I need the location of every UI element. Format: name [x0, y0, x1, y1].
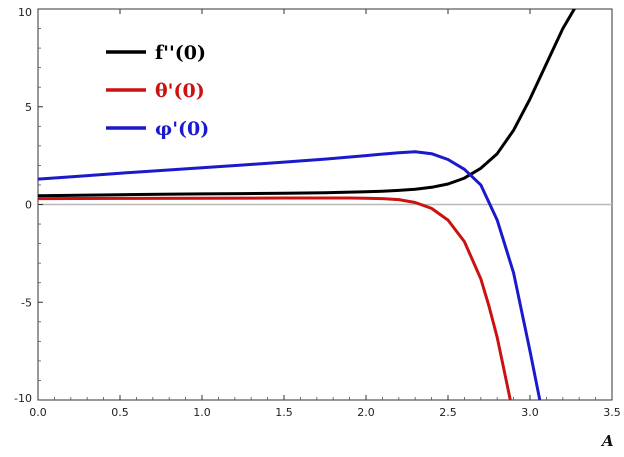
legend-label-1: f''(0): [155, 42, 206, 64]
x-tick-label: 1.5: [275, 406, 293, 419]
y-tick-label: 10: [18, 6, 32, 19]
x-tick-label: 2.0: [357, 406, 375, 419]
x-axis-title: A: [600, 432, 614, 450]
series-line-3: [38, 150, 542, 400]
x-tick-label: 1.0: [193, 406, 211, 419]
y-tick-label: -5: [21, 296, 32, 309]
y-tick-label: -10: [14, 392, 32, 405]
series-line-2: [38, 196, 512, 400]
x-tick-label: 0.0: [29, 406, 47, 419]
legend-label-3: φ'(0): [155, 118, 209, 140]
y-tick-label: 0: [25, 199, 32, 212]
series-line-1: [38, 9, 576, 198]
x-tick-label: 3.0: [521, 406, 539, 419]
x-tick-label: 3.5: [603, 406, 621, 419]
x-tick-label: 0.5: [111, 406, 129, 419]
y-tick-label: 5: [25, 101, 32, 114]
series-layer: [38, 9, 576, 400]
x-tick-label: 2.5: [439, 406, 457, 419]
legend: f''(0) θ'(0) φ'(0): [106, 42, 209, 140]
legend-label-2: θ'(0): [155, 80, 205, 102]
ticks-layer: 0.0 0.5 1.0 1.5 2.0 2.5 3.0 3.5 -10 -5 0 5 10: [14, 6, 621, 419]
